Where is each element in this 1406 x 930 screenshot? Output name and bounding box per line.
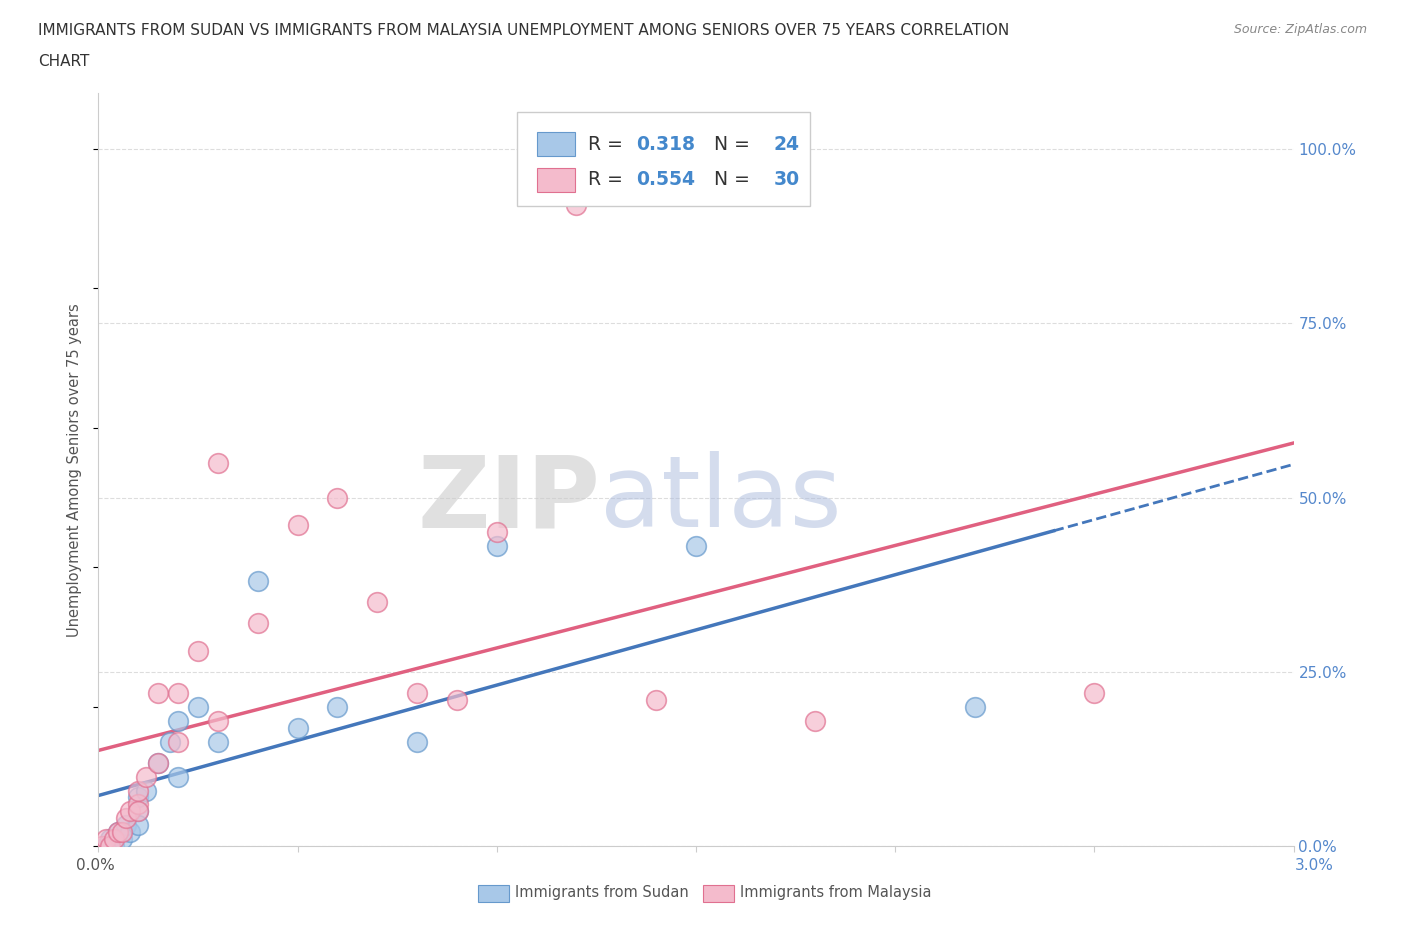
Text: 24: 24 (773, 135, 800, 153)
Text: N =: N = (702, 170, 756, 189)
Point (111, 825, 134, 840)
Point (167, 735, 190, 750)
Point (127, 790, 149, 805)
Point (148, 685, 170, 700)
Text: R =: R = (589, 170, 630, 189)
Point (115, 811, 138, 826)
Text: IMMIGRANTS FROM SUDAN VS IMMIGRANTS FROM MALAYSIA UNEMPLOYMENT AMONG SENIORS OVE: IMMIGRANTS FROM SUDAN VS IMMIGRANTS FROM… (38, 23, 1010, 38)
Point (406, 735, 429, 750)
Point (246, 574, 269, 589)
Point (804, 713, 827, 728)
Point (127, 783, 149, 798)
Text: ZIP: ZIP (418, 451, 600, 549)
Text: CHART: CHART (38, 54, 90, 69)
Point (326, 490, 349, 505)
FancyBboxPatch shape (537, 132, 575, 156)
Point (207, 455, 229, 470)
Point (127, 797, 149, 812)
Point (111, 832, 134, 847)
Point (148, 755, 170, 770)
Text: atlas: atlas (600, 451, 842, 549)
Point (127, 818, 149, 833)
Point (326, 699, 349, 714)
Point (96, 832, 118, 847)
Point (207, 713, 229, 728)
Text: R =: R = (589, 135, 630, 153)
Point (1083, 685, 1105, 700)
Text: N =: N = (702, 135, 756, 153)
Y-axis label: Unemployment Among Seniors over 75 years: Unemployment Among Seniors over 75 years (67, 303, 83, 636)
Point (446, 692, 468, 708)
Text: 3.0%: 3.0% (1295, 857, 1334, 872)
Point (115, 818, 138, 833)
Point (135, 769, 157, 784)
Point (120, 825, 142, 840)
Point (287, 720, 309, 735)
Text: Immigrants from Sudan: Immigrants from Sudan (515, 885, 689, 900)
Point (91, 839, 114, 854)
Point (159, 735, 181, 750)
Point (127, 804, 149, 819)
Point (685, 539, 707, 554)
Point (187, 699, 209, 714)
Point (565, 197, 588, 212)
Point (107, 825, 129, 840)
Point (246, 616, 269, 631)
Point (148, 755, 170, 770)
Point (645, 692, 668, 708)
Point (187, 644, 209, 658)
Point (366, 595, 388, 610)
Point (167, 685, 190, 700)
Point (406, 685, 429, 700)
Point (96, 839, 118, 854)
Point (98, 839, 122, 854)
Point (287, 518, 309, 533)
Point (127, 804, 149, 819)
Point (485, 539, 508, 554)
Point (167, 713, 190, 728)
Point (167, 769, 190, 784)
Point (963, 699, 986, 714)
Text: 0.318: 0.318 (636, 135, 695, 153)
FancyBboxPatch shape (537, 167, 575, 192)
Point (98, 832, 122, 847)
Point (103, 839, 125, 854)
Text: 30: 30 (773, 170, 800, 189)
Point (485, 525, 508, 539)
Text: 0.554: 0.554 (636, 170, 695, 189)
Point (135, 783, 157, 798)
Point (103, 832, 125, 847)
Text: Source: ZipAtlas.com: Source: ZipAtlas.com (1233, 23, 1367, 36)
Text: Immigrants from Malaysia: Immigrants from Malaysia (740, 885, 931, 900)
Text: 0.0%: 0.0% (76, 857, 115, 872)
Point (207, 735, 229, 750)
Point (120, 804, 142, 819)
Point (107, 825, 129, 840)
FancyBboxPatch shape (517, 112, 810, 206)
